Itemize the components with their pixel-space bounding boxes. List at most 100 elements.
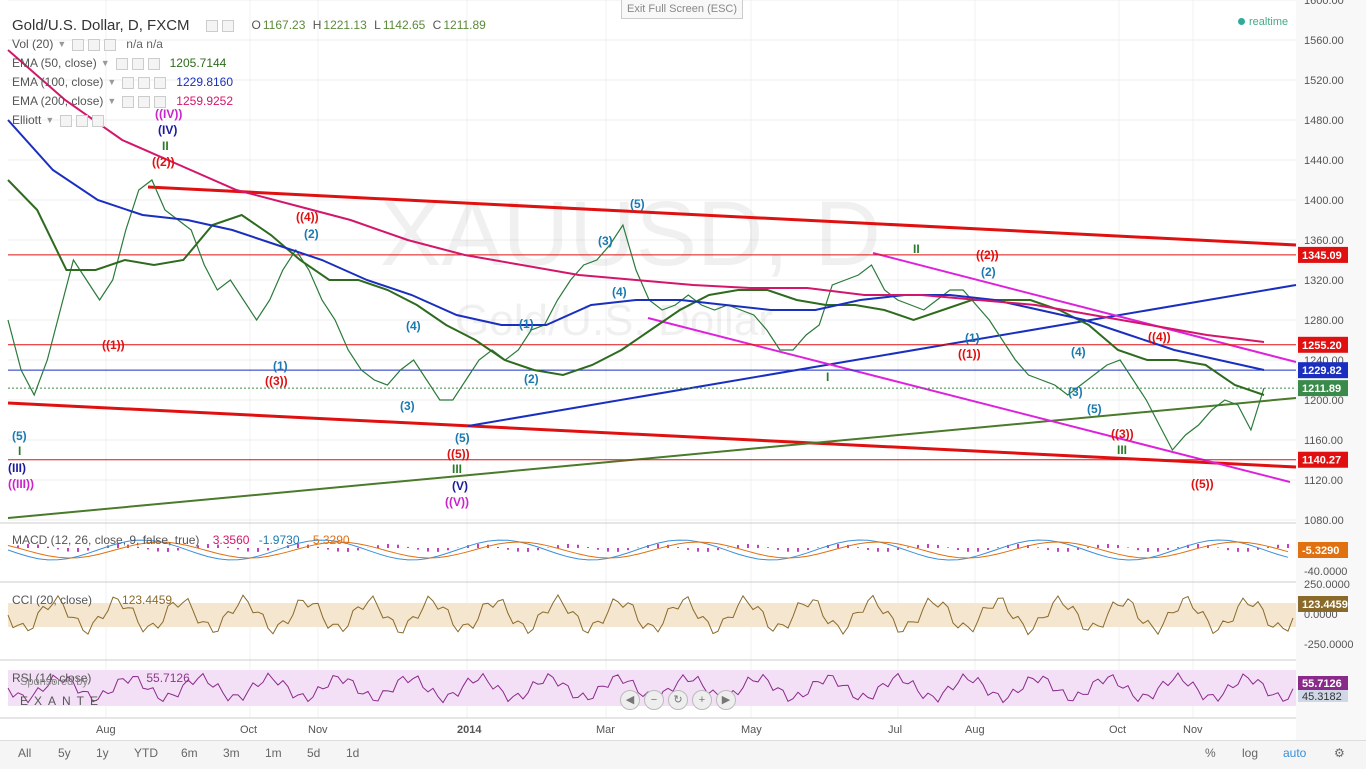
y-tick-label: 1400.00 xyxy=(1304,195,1344,207)
y-tick-label: 1200.00 xyxy=(1304,395,1344,407)
macd-badge xyxy=(1298,542,1348,558)
zoom-out-icon[interactable]: − xyxy=(644,690,664,710)
x-tick-label: Aug xyxy=(965,724,985,736)
level-badge xyxy=(1298,362,1348,379)
x-tick-label: May xyxy=(741,724,762,736)
chart-legend: Gold/U.S. Dollar, D, FXCM O 1167.23 H 1221… xyxy=(12,16,486,130)
macd-line xyxy=(7,539,1289,561)
wave-label: ((1)) xyxy=(102,338,125,352)
indicator-row-vol[interactable]: Vol (20) ▼ n/a n/a xyxy=(12,35,486,54)
indicator-row-elliott[interactable]: Elliott ▼ xyxy=(12,111,486,130)
wave-label: (2) xyxy=(524,372,539,386)
level-badge-label: 1140.27 xyxy=(1302,455,1341,467)
indicator-row-ema50[interactable]: EMA (50, close) ▼ 1205.7144 xyxy=(12,54,486,73)
wave-label: (4) xyxy=(612,285,627,299)
zoom-controls: ◀ − ↻ + ▶ xyxy=(620,690,736,710)
level-badge-label: 1345.09 xyxy=(1302,250,1342,262)
range-1d-button[interactable]: 1d xyxy=(346,746,360,760)
indicator-row-ema200[interactable]: EMA (200, close) ▼ 1259.9252 xyxy=(12,92,486,111)
trend-line xyxy=(7,401,1297,469)
wave-label: (4) xyxy=(406,319,421,333)
wave-label: ((4)) xyxy=(296,210,319,224)
x-tick-label: Mar xyxy=(596,724,615,736)
wave-label: (IV) xyxy=(158,123,177,137)
eye-icon xyxy=(76,114,89,127)
range-5y-button[interactable]: 5y xyxy=(58,746,71,760)
exit-fullscreen-button[interactable]: Exit Full Screen (ESC) xyxy=(621,0,743,19)
settings-icon xyxy=(122,95,135,108)
trend-line xyxy=(872,252,1297,363)
x-tick-label: 2014 xyxy=(457,724,482,736)
chevron-down-icon: ▼ xyxy=(45,115,55,125)
close-icon xyxy=(154,95,167,108)
macd-signal-line xyxy=(7,541,1289,559)
wave-label: ((3)) xyxy=(265,374,288,388)
rsi-badge-secondary xyxy=(1298,690,1348,702)
wave-label: ((1)) xyxy=(958,347,981,361)
range-6m-button[interactable]: 6m xyxy=(181,746,198,760)
indicator-row-ema100[interactable]: EMA (100, close) ▼ 1229.8160 xyxy=(12,73,486,92)
y-tick-label: 1320.00 xyxy=(1304,275,1344,287)
percent-scale-button[interactable]: % xyxy=(1205,746,1216,760)
range-ytd-button[interactable]: YTD xyxy=(134,746,158,760)
range-1m-button[interactable]: 1m xyxy=(265,746,282,760)
wave-label: (5) xyxy=(1087,402,1102,416)
y-tick-label: 1560.00 xyxy=(1304,35,1344,47)
realtime-indicator: realtime xyxy=(1238,16,1288,28)
y-tick-label: 1280.00 xyxy=(1304,315,1344,327)
y-tick-label: 1480.00 xyxy=(1304,115,1344,127)
cci-legend: CCI (20, close) 123.4459 xyxy=(12,593,173,607)
log-scale-button[interactable]: log xyxy=(1242,746,1259,760)
wave-label: I xyxy=(826,370,829,384)
wave-label: (2) xyxy=(304,227,319,241)
level-badge-label: 1255.20 xyxy=(1302,340,1342,352)
y-tick-label: 1600.00 xyxy=(1304,0,1344,7)
wave-label: (2) xyxy=(981,265,996,279)
auto-scale-button[interactable]: auto xyxy=(1283,746,1307,760)
wave-label: (4) xyxy=(1071,345,1086,359)
wave-label: ((5)) xyxy=(447,447,470,461)
rsi-badge xyxy=(1298,676,1348,690)
rsi-badge-secondary-label: 45.3182 xyxy=(1302,691,1342,703)
settings-icon xyxy=(115,57,128,70)
wave-label: (5) xyxy=(12,429,27,443)
series-ema100 xyxy=(7,119,1265,371)
wave-label: ((5)) xyxy=(1191,477,1214,491)
x-tick-label: Oct xyxy=(240,724,257,736)
chevron-down-icon: ▼ xyxy=(100,58,110,68)
eye-icon xyxy=(131,57,144,70)
level-badge-label: 1229.82 xyxy=(1302,365,1342,377)
macd-legend: MACD (12, 26, close, 9, false, true) 3.3… xyxy=(12,533,350,547)
x-tick-label: Aug xyxy=(96,724,116,736)
x-tick-label: Jul xyxy=(888,724,902,736)
sponsor-logo[interactable]: EXANTE xyxy=(20,694,105,708)
range-5d-button[interactable]: 5d xyxy=(307,746,321,760)
wave-label: (III) xyxy=(8,461,26,475)
wave-label: (5) xyxy=(455,431,470,445)
y-tick-label: 1520.00 xyxy=(1304,75,1344,87)
scroll-right-icon[interactable]: ▶ xyxy=(716,690,736,710)
range-all-button[interactable]: All xyxy=(18,746,32,760)
reset-icon[interactable]: ↻ xyxy=(668,690,688,710)
wave-label: (3) xyxy=(400,399,415,413)
gear-icon[interactable]: ⚙ xyxy=(1334,746,1345,760)
zoom-in-icon[interactable]: + xyxy=(692,690,712,710)
cci-band xyxy=(8,603,1296,627)
macd-badge-label: -5.3290 xyxy=(1302,545,1339,557)
cci-badge-label: 123.4459 xyxy=(1302,599,1348,611)
wave-label: (5) xyxy=(630,197,645,211)
trend-line xyxy=(147,185,1297,247)
y-tick-label: 1120.00 xyxy=(1304,475,1343,487)
wave-label: I xyxy=(18,444,21,458)
wave-label: (3) xyxy=(598,234,613,248)
settings-icon[interactable] xyxy=(205,19,218,32)
eye-icon[interactable] xyxy=(221,19,234,32)
rsi-legend: RSI (14, close) 55.7126 xyxy=(12,671,190,685)
scroll-left-icon[interactable]: ◀ xyxy=(620,690,640,710)
level-badge xyxy=(1298,336,1348,353)
settings-icon xyxy=(72,38,85,51)
range-1y-button[interactable]: 1y xyxy=(96,746,109,760)
chart-title: Gold/U.S. Dollar, D, FXCM xyxy=(12,17,190,34)
range-3m-button[interactable]: 3m xyxy=(223,746,240,760)
